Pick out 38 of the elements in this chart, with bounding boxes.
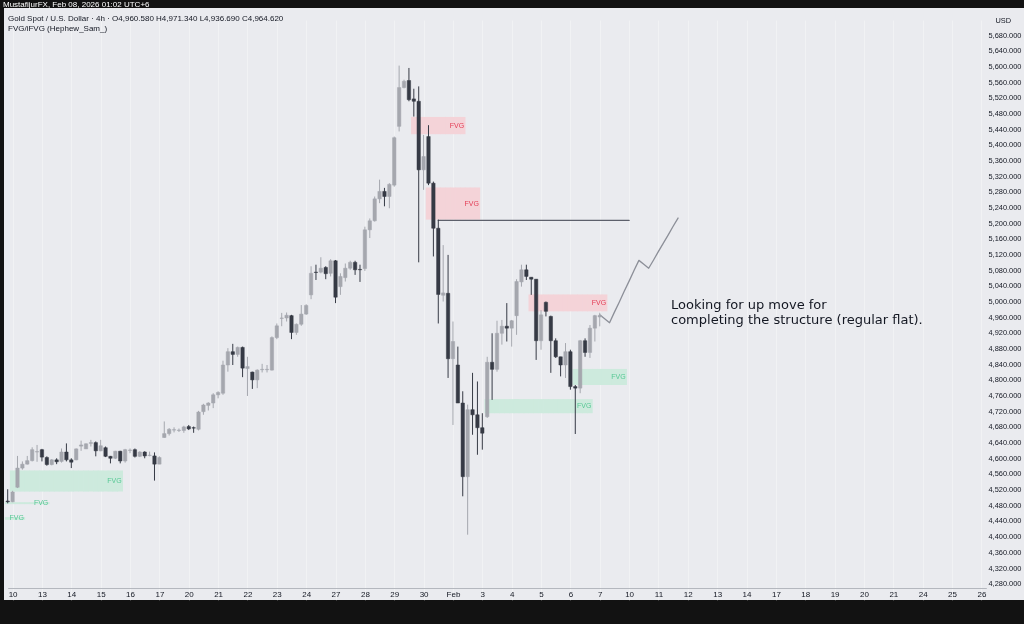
text: FVG/iFVG (Hephew_Sam_): [8, 24, 108, 33]
x-tick-label: 21: [214, 589, 224, 599]
x-tick-label: 10: [8, 589, 19, 599]
x-tick-label: 6: [568, 589, 574, 599]
x-tick-label: 13: [713, 589, 723, 599]
x-tick-label: 24: [918, 589, 929, 599]
x-tick-label: 10: [625, 589, 635, 599]
x-tick-label: 29: [390, 589, 400, 599]
x-tick-label: 26: [977, 589, 987, 599]
x-tick-label: 13: [38, 589, 48, 599]
x-tick-label: 28: [360, 589, 371, 599]
x-tick-label: 17: [771, 589, 782, 599]
x-tick-label: 11: [654, 589, 664, 599]
x-tick-label: 18: [801, 589, 811, 599]
annotation: Looking for up move for completing the structure (regular flat).: [671, 297, 923, 327]
x-tick-label: 12: [683, 589, 694, 599]
x-tick-label: 7: [598, 589, 604, 599]
x-tick-label: 19: [830, 589, 841, 599]
x-tick-label: 14: [742, 589, 753, 599]
x-tick-label: 20: [184, 589, 195, 599]
x-tick-label: 27: [331, 589, 342, 599]
x-tick-label: 3: [480, 589, 486, 599]
annotation: MustafijurFX, Feb 08, 2026 01:02 UTC+6: [3, 0, 151, 9]
x-tick-label: 5: [539, 589, 545, 599]
x-tick-label: 25: [948, 589, 958, 599]
x-tick-label: 22: [243, 589, 253, 599]
x-tick-label: 17: [155, 589, 165, 599]
x-tick-label: Feb: [446, 589, 461, 599]
x-tick-label: 23: [272, 589, 283, 599]
x-tick-label: 15: [96, 589, 107, 599]
x-tick-label: 14: [67, 589, 77, 599]
text: Gold Spot / U.S. Dollar · 4h · O4,960.580 H4,971.340 L4,936.690 C4,964.620: [8, 14, 284, 23]
x-tick-label: 30: [419, 589, 430, 599]
x-tick-label: 21: [889, 589, 899, 599]
x-tick-label: 20: [860, 589, 870, 599]
x-tick-label: 24: [302, 589, 312, 599]
x-tick-label: 4: [509, 589, 515, 599]
x-tick-label: 16: [126, 589, 136, 599]
